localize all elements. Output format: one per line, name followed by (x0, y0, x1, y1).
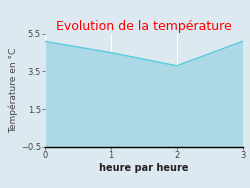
Title: Evolution de la température: Evolution de la température (56, 20, 232, 33)
Y-axis label: Température en °C: Température en °C (8, 48, 18, 133)
X-axis label: heure par heure: heure par heure (99, 163, 188, 173)
